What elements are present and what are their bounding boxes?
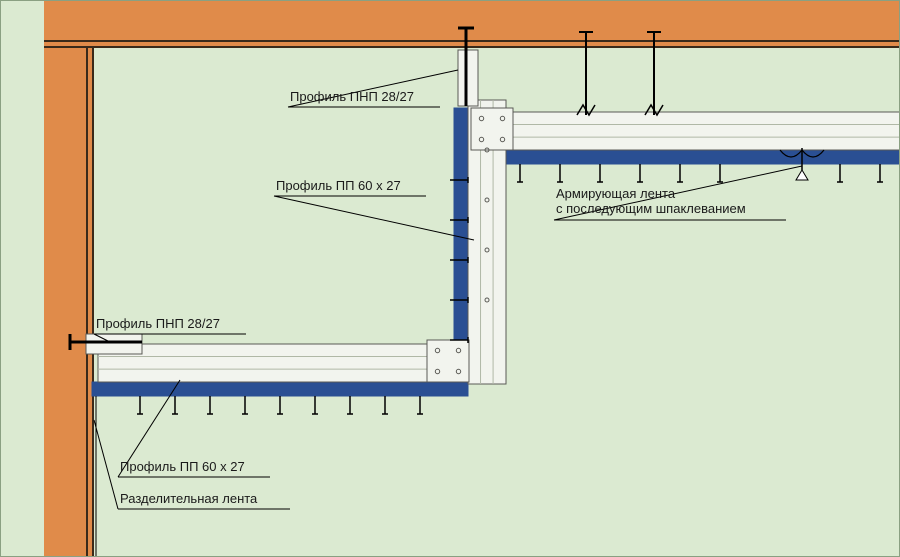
corner-bracket-upper — [471, 108, 513, 150]
profile-upper-runner — [474, 112, 900, 150]
label-text: Профиль ПП 60 х 27 — [276, 178, 401, 193]
label-pp_mid: Профиль ПП 60 х 27 — [276, 178, 401, 193]
profile-lower-runner — [98, 344, 468, 382]
hanger-1 — [645, 32, 663, 115]
label-text: с последующим шпаклеванием — [556, 201, 746, 216]
label-text: Разделительная лента — [120, 491, 257, 506]
label-pp_low: Профиль ПП 60 х 27 — [120, 459, 245, 474]
corner-bracket-lower — [427, 340, 469, 382]
drywall-upper — [468, 150, 900, 164]
label-reinf: Армирующая лентас последующим шпаклевани… — [556, 186, 746, 216]
ceiling-step-section-diagram: Профиль ПНП 28/27 Профиль ПП 60 х 27 Армир… — [0, 0, 900, 557]
drywall-lower — [92, 382, 468, 396]
label-top_pnp: Профиль ПНП 28/27 — [290, 89, 414, 104]
hanger-0 — [577, 32, 595, 115]
label-text: Армирующая лента — [556, 186, 746, 201]
label-sep_tape: Разделительная лента — [120, 491, 257, 506]
label-left_pnp: Профиль ПНП 28/27 — [96, 316, 220, 331]
label-text: Профиль ПНП 28/27 — [290, 89, 414, 104]
label-text: Профиль ПНП 28/27 — [96, 316, 220, 331]
label-text: Профиль ПП 60 х 27 — [120, 459, 245, 474]
